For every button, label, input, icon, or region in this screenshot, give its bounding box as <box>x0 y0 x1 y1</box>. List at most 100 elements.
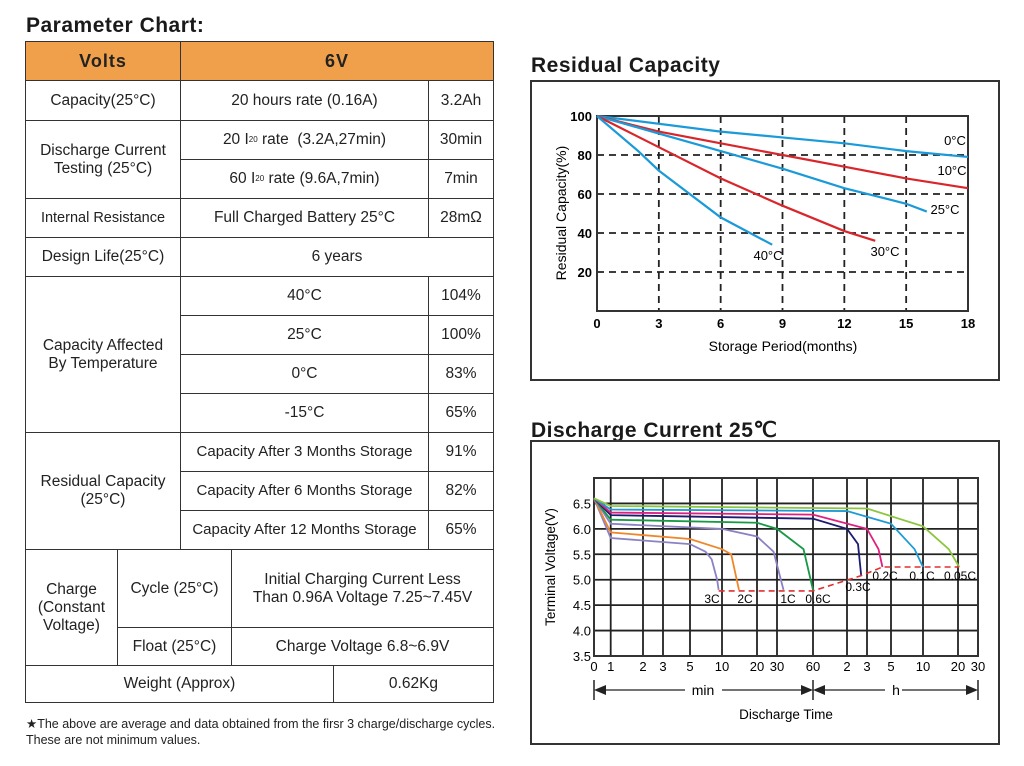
y-tick-label: 5.0 <box>573 573 591 588</box>
capacity-value: 3.2Ah <box>429 81 493 121</box>
series-label: 40°C <box>753 248 782 263</box>
residual-row-3: Capacity After 12 Months Storage <box>181 511 429 550</box>
y-tick-label: 100 <box>570 109 592 124</box>
design-value: 6 years <box>181 238 493 277</box>
internal-condition: Full Charged Battery 25°C <box>181 199 429 238</box>
residual-chart-title: Residual Capacity <box>531 54 721 77</box>
float-label: Float (25°C) <box>118 628 232 666</box>
residual-chart-frame <box>530 80 1000 381</box>
series-label: 25°C <box>930 202 959 217</box>
discharge-condition-2: 60 I 20 rate (9.6A,7min) <box>181 160 429 199</box>
arrow-left-icon <box>813 685 825 695</box>
temp-value-2: 100% <box>429 316 493 355</box>
y-axis-label: Terminal Voltage(V) <box>543 508 558 626</box>
series-line-3C <box>593 497 720 591</box>
temp-value-1: 104% <box>429 277 493 316</box>
series-line-0.05C <box>593 497 960 568</box>
y-tick-label: 80 <box>578 148 592 163</box>
x-tick-label: 30 <box>971 659 985 674</box>
series-line-10c <box>596 114 969 190</box>
x-tick-label: 20 <box>750 659 764 674</box>
series-label: 0.3C <box>845 580 871 594</box>
plot-area <box>593 477 979 657</box>
x-tick-label: 10 <box>916 659 930 674</box>
capacity-condition: 20 hours rate (0.16A) <box>181 81 429 121</box>
x-tick-label: 2 <box>639 659 646 674</box>
x-tick-label: 10 <box>715 659 729 674</box>
temp-row-1: 40°C <box>181 277 429 316</box>
x-axis-label: Storage Period(months) <box>709 338 858 354</box>
discharge-value-1: 30min <box>429 121 493 160</box>
footnote: ★The above are average and data obtained… <box>26 717 496 747</box>
arrow-left-icon <box>594 685 606 695</box>
temp-value-4: 65% <box>429 394 493 433</box>
x-axis-label: Discharge Time <box>739 707 833 722</box>
series-label: 0.2C <box>872 569 898 583</box>
design-label: Design Life(25°C) <box>26 238 181 277</box>
series-line-40c <box>596 115 773 246</box>
series-line-30c <box>596 115 876 242</box>
temperature-label: Capacity Affected By Temperature <box>26 277 181 433</box>
x-tick-label: 60 <box>806 659 820 674</box>
cycle-value: Initial Charging Current Less Than 0.96A… <box>232 550 493 628</box>
y-tick-label: 6.5 <box>573 496 591 511</box>
y-tick-label: 4.0 <box>573 624 591 639</box>
header-value: 6V <box>181 42 493 81</box>
y-tick-label: 3.5 <box>573 649 591 664</box>
series-line-25c <box>596 114 928 213</box>
parameter-table: Volts 6V Capacity(25°C) 20 hours rate (0… <box>25 41 494 703</box>
series-line-0.1C <box>593 497 924 568</box>
discharge-label: Discharge Current Testing (25°C) <box>26 121 181 199</box>
x-tick-label: 5 <box>887 659 894 674</box>
discharge-value-2: 7min <box>429 160 493 199</box>
y-tick-label: 40 <box>578 226 592 241</box>
series-label: 0.1C <box>909 569 935 583</box>
y-tick-label: 6.0 <box>573 522 591 537</box>
series-label: 3C <box>704 592 720 606</box>
arrow-right-icon <box>801 685 813 695</box>
x-tick-label: 0 <box>593 316 600 331</box>
header-volts: Volts <box>26 42 181 81</box>
arrow-right-icon <box>966 685 978 695</box>
x-tick-label: 15 <box>899 316 913 331</box>
residual-value-3: 65% <box>429 511 493 550</box>
unit-h-label: h <box>892 682 900 698</box>
x-tick-label: 3 <box>655 316 662 331</box>
x-tick-label: 18 <box>961 316 975 331</box>
cutoff-voltage-line <box>718 566 960 592</box>
series-label: 2C <box>737 592 753 606</box>
y-tick-label: 60 <box>578 187 592 202</box>
series-line-0.2C <box>593 497 884 568</box>
x-tick-label: 30 <box>770 659 784 674</box>
residual-label: Residual Capacity (25°C) <box>26 433 181 550</box>
unit-min-label: min <box>692 682 715 698</box>
plot-area <box>596 115 969 312</box>
x-tick-label: 3 <box>659 659 666 674</box>
y-tick-label: 4.5 <box>573 598 591 613</box>
x-tick-label: 0 <box>590 659 597 674</box>
discharge-chart-title: Discharge Current 25℃ <box>531 419 778 442</box>
series-line-1C <box>593 497 785 591</box>
x-tick-label: 5 <box>686 659 693 674</box>
x-tick-label: 1 <box>607 659 614 674</box>
float-value: Charge Voltage 6.8~6.9V <box>232 628 493 666</box>
x-tick-label: 20 <box>951 659 965 674</box>
temp-row-4: -15°C <box>181 394 429 433</box>
x-tick-label: 6 <box>717 316 724 331</box>
series-line-2C <box>593 497 740 591</box>
weight-value: 0.62Kg <box>388 675 439 692</box>
x-tick-label: 9 <box>779 316 786 331</box>
x-tick-label: 12 <box>837 316 851 331</box>
series-label: 0.6C <box>805 592 831 606</box>
series-line-0c <box>596 114 969 159</box>
residual-value-2: 82% <box>429 472 493 511</box>
weight-label: Weight (Approx) <box>26 666 334 702</box>
series-line-0.3C <box>593 497 863 576</box>
internal-label: Internal Resistance <box>26 199 181 238</box>
y-axis-label: Residual Capacity(%) <box>553 146 569 281</box>
residual-value-1: 91% <box>429 433 493 472</box>
discharge-condition-1: 20 I 20 rate (3.2A,27min) <box>181 121 429 160</box>
discharge-chart-frame <box>530 440 1000 745</box>
capacity-label: Capacity(25°C) <box>26 81 181 121</box>
